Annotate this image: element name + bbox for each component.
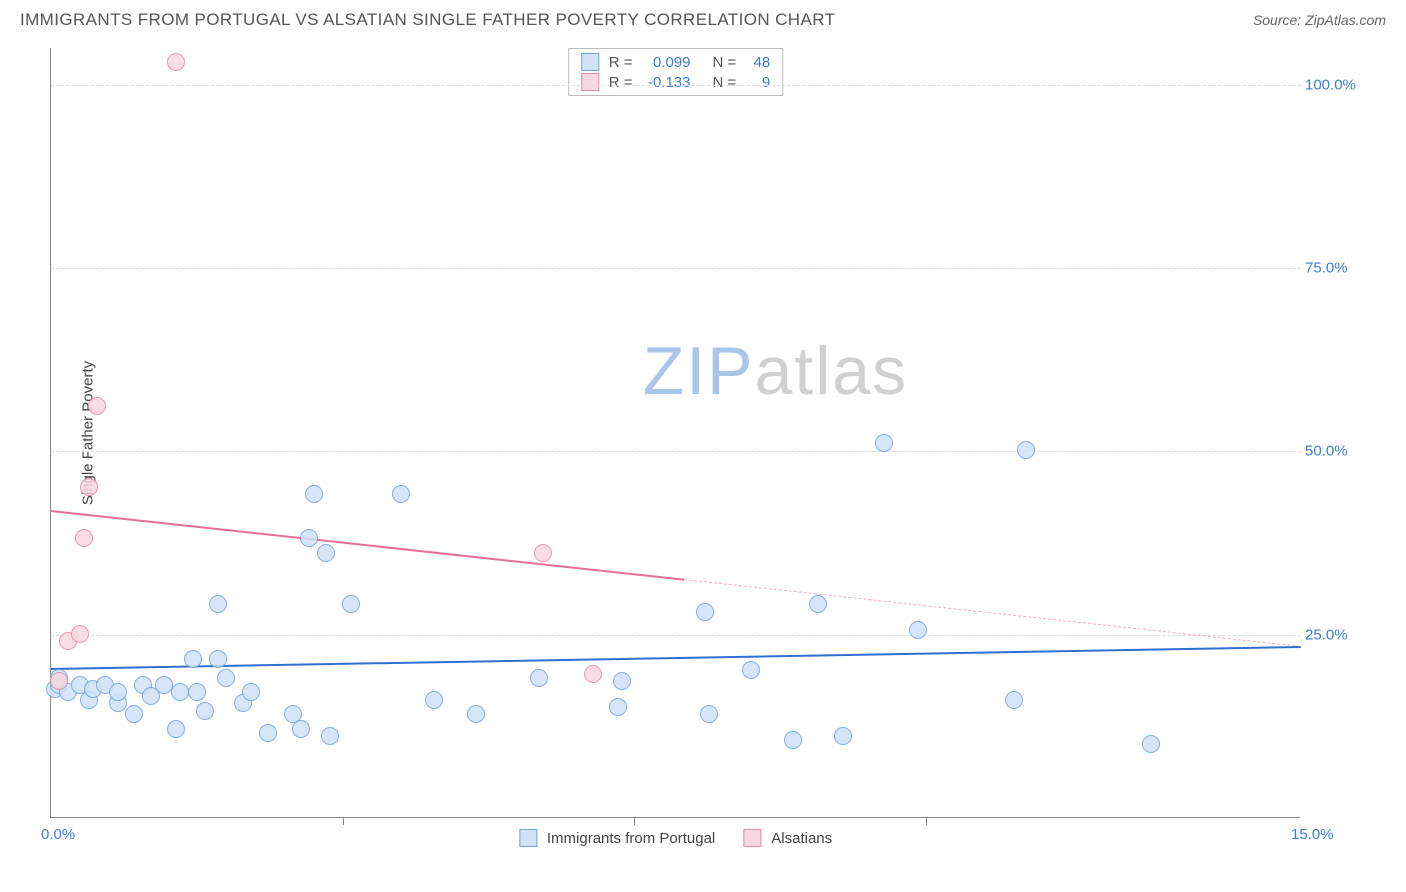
- legend-row: R = -0.133 N = 9: [581, 72, 771, 92]
- x-minor-tick: [926, 817, 927, 825]
- data-point: [171, 683, 189, 701]
- legend-r-value: -0.133: [639, 74, 691, 91]
- legend-row: R = 0.099 N = 48: [581, 52, 771, 72]
- data-point: [530, 669, 548, 687]
- legend-r-label: R =: [609, 74, 633, 91]
- y-tick-label: 25.0%: [1305, 626, 1360, 643]
- data-point: [700, 705, 718, 723]
- data-point: [1017, 441, 1035, 459]
- x-tick-label: 0.0%: [41, 826, 75, 843]
- data-point: [305, 485, 323, 503]
- data-point: [909, 621, 927, 639]
- data-point: [809, 595, 827, 613]
- y-tick-label: 100.0%: [1305, 76, 1360, 93]
- chart-area: Single Father Poverty ZIPatlas R =0.099N…: [50, 48, 1350, 818]
- data-point: [167, 53, 185, 71]
- legend-swatch: [581, 73, 599, 91]
- data-point: [467, 705, 485, 723]
- watermark: ZIPatlas: [643, 332, 908, 410]
- data-point: [292, 720, 310, 738]
- data-point: [125, 705, 143, 723]
- x-minor-tick: [634, 817, 635, 825]
- data-point: [321, 727, 339, 745]
- data-point: [209, 595, 227, 613]
- legend-swatch: [519, 829, 537, 847]
- watermark-zip: ZIP: [643, 333, 755, 409]
- x-tick-label: 15.0%: [1291, 826, 1334, 843]
- legend-series-label: Immigrants from Portugal: [547, 830, 715, 847]
- data-point: [584, 665, 602, 683]
- gridline: [51, 635, 1301, 636]
- data-point: [75, 529, 93, 547]
- data-point: [784, 731, 802, 749]
- gridline: [51, 451, 1301, 452]
- data-point: [834, 727, 852, 745]
- watermark-atlas: atlas: [754, 333, 908, 409]
- source-label: Source: ZipAtlas.com: [1253, 12, 1386, 28]
- legend-series-label: Alsatians: [771, 830, 832, 847]
- y-tick-label: 50.0%: [1305, 443, 1360, 460]
- legend-r-value: 0.099: [639, 54, 691, 71]
- chart-title: IMMIGRANTS FROM PORTUGAL VS ALSATIAN SIN…: [20, 10, 835, 30]
- data-point: [392, 485, 410, 503]
- legend-series: Immigrants from Portugal Alsatians: [519, 829, 832, 847]
- legend-n-value: 9: [742, 74, 770, 91]
- data-point: [155, 676, 173, 694]
- data-point: [742, 661, 760, 679]
- gridline: [51, 268, 1301, 269]
- data-point: [696, 603, 714, 621]
- data-point: [1005, 691, 1023, 709]
- x-minor-tick: [343, 817, 344, 825]
- data-point: [167, 720, 185, 738]
- data-point: [342, 595, 360, 613]
- legend-n-value: 48: [742, 54, 770, 71]
- data-point: [875, 434, 893, 452]
- data-point: [196, 702, 214, 720]
- legend-swatch: [581, 53, 599, 71]
- trend-line: [51, 510, 685, 581]
- data-point: [242, 683, 260, 701]
- data-point: [425, 691, 443, 709]
- legend-correlation: R = 0.099 N = 48 R = -0.133 N = 9: [568, 48, 784, 96]
- legend-series-item: Immigrants from Portugal: [519, 829, 715, 847]
- data-point: [80, 478, 98, 496]
- data-point: [184, 650, 202, 668]
- data-point: [188, 683, 206, 701]
- data-point: [217, 669, 235, 687]
- data-point: [88, 397, 106, 415]
- legend-n-label: N =: [713, 54, 737, 71]
- data-point: [613, 672, 631, 690]
- data-point: [209, 650, 227, 668]
- data-point: [50, 672, 68, 690]
- data-point: [1142, 735, 1160, 753]
- legend-r-label: R =: [609, 54, 633, 71]
- data-point: [71, 625, 89, 643]
- data-point: [609, 698, 627, 716]
- y-tick-label: 75.0%: [1305, 260, 1360, 277]
- trend-line: [51, 646, 1301, 670]
- gridline: [51, 85, 1301, 86]
- legend-n-label: N =: [713, 74, 737, 91]
- legend-swatch: [743, 829, 761, 847]
- data-point: [317, 544, 335, 562]
- data-point: [259, 724, 277, 742]
- plot-box: ZIPatlas R =0.099N =48R =-0.133N =9 Immi…: [50, 48, 1300, 818]
- data-point: [534, 544, 552, 562]
- legend-series-item: Alsatians: [743, 829, 832, 847]
- data-point: [109, 683, 127, 701]
- trend-line-dashed: [684, 579, 1301, 647]
- data-point: [300, 529, 318, 547]
